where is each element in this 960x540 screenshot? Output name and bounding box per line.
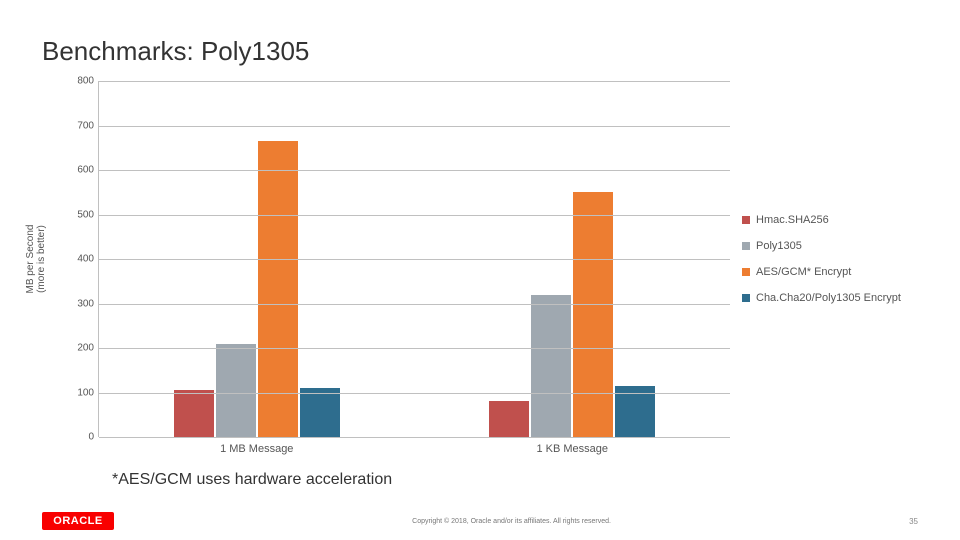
footer: ORACLE Copyright © 2018, Oracle and/or i… (0, 502, 960, 540)
y-tick-label: 500 (77, 209, 94, 220)
y-tick-label: 800 (77, 76, 94, 87)
legend-swatch (742, 242, 750, 250)
legend-label: Hmac.SHA256 (756, 214, 829, 226)
legend-item: Poly1305 (742, 240, 918, 252)
gridline (99, 259, 730, 260)
bar (216, 344, 256, 437)
y-axis-label-wrap: MB per Second (more is better) (42, 81, 68, 437)
copyright-text: Copyright © 2018, Oracle and/or its affi… (114, 518, 909, 525)
y-tick-label: 400 (77, 254, 94, 265)
legend-item: Hmac.SHA256 (742, 214, 918, 226)
category-label: 1 KB Message (415, 443, 731, 455)
chart: MB per Second (more is better) 010020030… (42, 81, 918, 437)
legend-item: Cha.Cha20/Poly1305 Encrypt (742, 292, 918, 304)
gridline (99, 81, 730, 82)
legend-swatch (742, 216, 750, 224)
y-tick-label: 0 (88, 432, 94, 443)
bar (174, 390, 214, 437)
bar (615, 386, 655, 437)
plot-area: 1 MB Message1 KB Message (98, 81, 730, 437)
y-tick-label: 600 (77, 165, 94, 176)
gridline (99, 348, 730, 349)
gridline (99, 304, 730, 305)
y-tick-label: 700 (77, 120, 94, 131)
slide: Benchmarks: Poly1305 MB per Second (more… (0, 0, 960, 540)
y-tick-label: 200 (77, 343, 94, 354)
bar (300, 388, 340, 437)
bar (531, 295, 571, 437)
y-axis-label-line1: MB per Second (25, 225, 36, 294)
gridline (99, 437, 730, 438)
category-label: 1 MB Message (99, 443, 415, 455)
bar (489, 401, 529, 437)
page-number: 35 (909, 517, 918, 526)
y-tick-label: 300 (77, 298, 94, 309)
legend-label: Cha.Cha20/Poly1305 Encrypt (756, 292, 901, 304)
oracle-logo: ORACLE (42, 512, 114, 530)
legend-label: Poly1305 (756, 240, 802, 252)
legend-item: AES/GCM* Encrypt (742, 266, 918, 278)
y-axis-label: MB per Second (more is better) (25, 225, 47, 294)
y-axis: 0100200300400500600700800 (68, 81, 98, 437)
slide-title: Benchmarks: Poly1305 (42, 36, 918, 67)
bar (573, 192, 613, 437)
legend-swatch (742, 294, 750, 302)
y-tick-label: 100 (77, 387, 94, 398)
legend: Hmac.SHA256 Poly1305 AES/GCM* Encrypt Cha.C… (730, 81, 918, 437)
gridline (99, 215, 730, 216)
gridline (99, 393, 730, 394)
oracle-logo-text: ORACLE (42, 512, 114, 530)
footnote: *AES/GCM uses hardware acceleration (112, 471, 918, 489)
legend-label: AES/GCM* Encrypt (756, 266, 851, 278)
y-axis-label-line2: (more is better) (36, 225, 47, 294)
legend-swatch (742, 268, 750, 276)
gridline (99, 170, 730, 171)
gridline (99, 126, 730, 127)
